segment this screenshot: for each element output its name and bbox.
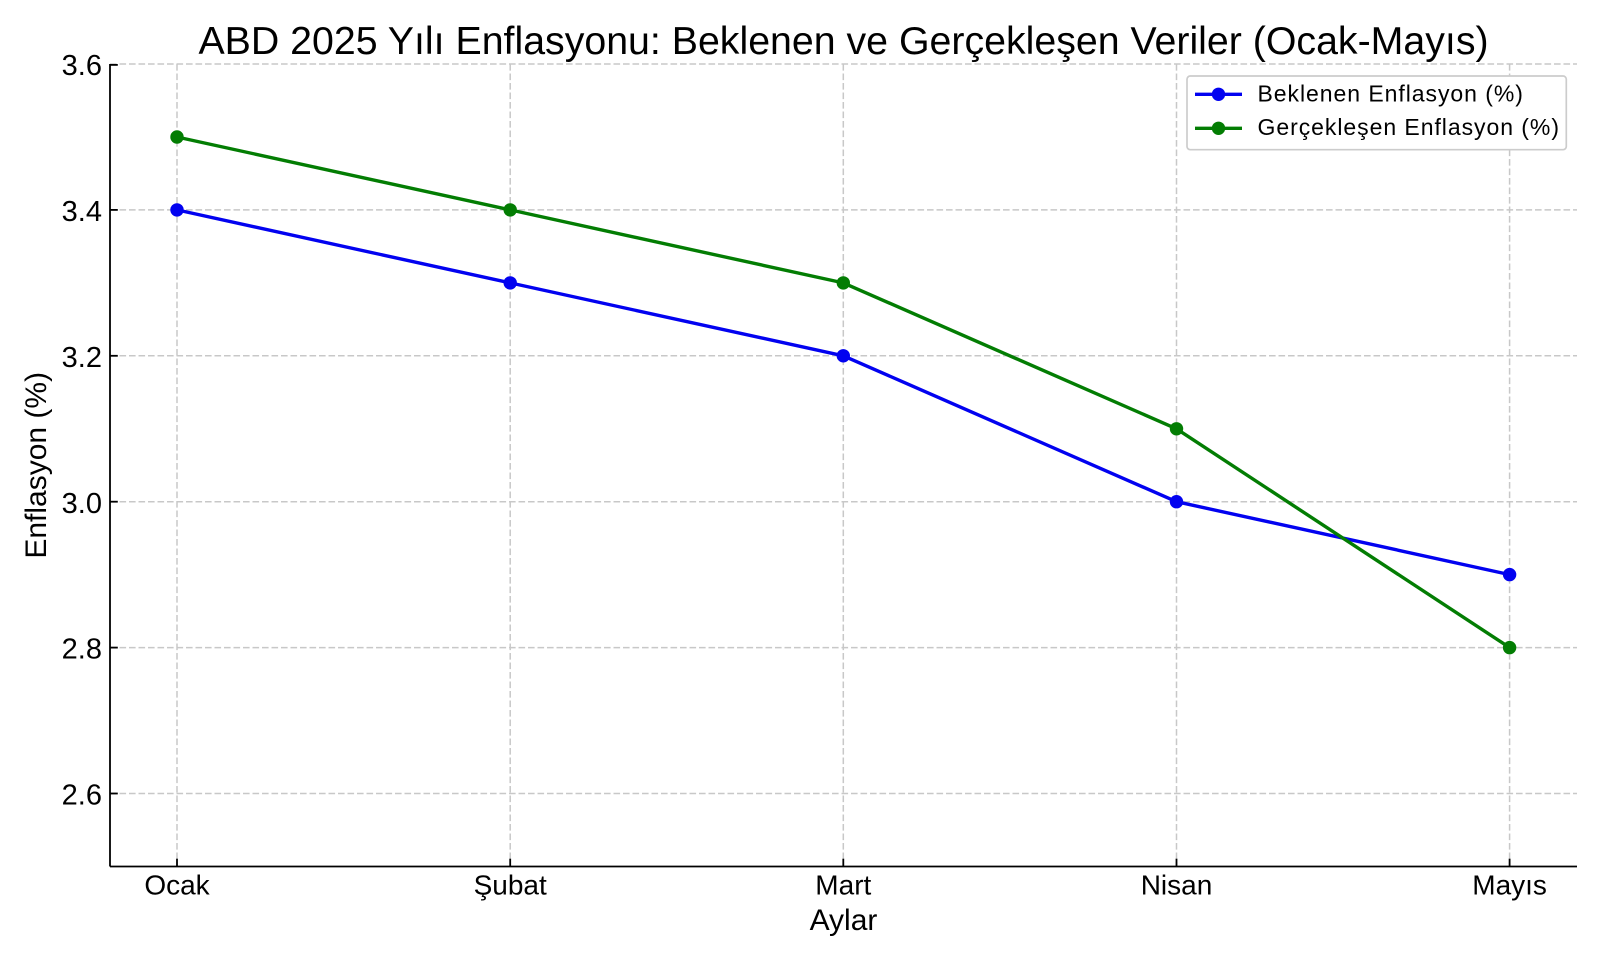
svg-text:Aylar: Aylar xyxy=(810,904,878,937)
svg-text:3.0: 3.0 xyxy=(62,488,102,520)
svg-text:Nisan: Nisan xyxy=(1141,870,1213,901)
svg-text:Beklenen Enflasyon (%): Beklenen Enflasyon (%) xyxy=(1258,80,1524,106)
svg-text:2.8: 2.8 xyxy=(62,634,102,666)
svg-text:Enflasyon (%): Enflasyon (%) xyxy=(20,372,53,559)
svg-text:Şubat: Şubat xyxy=(474,870,547,901)
svg-text:Mayıs: Mayıs xyxy=(1472,870,1547,901)
svg-text:Mart: Mart xyxy=(815,870,871,901)
svg-text:Gerçekleşen Enflasyon (%): Gerçekleşen Enflasyon (%) xyxy=(1258,114,1560,140)
svg-text:ABD 2025 Yılı Enflasyonu: Bekl: ABD 2025 Yılı Enflasyonu: Beklenen ve Ge… xyxy=(198,19,1488,63)
svg-text:2.6: 2.6 xyxy=(62,780,102,812)
svg-text:3.2: 3.2 xyxy=(62,342,102,374)
svg-text:3.4: 3.4 xyxy=(62,196,102,228)
svg-text:3.6: 3.6 xyxy=(62,50,102,82)
svg-text:Ocak: Ocak xyxy=(144,870,210,901)
